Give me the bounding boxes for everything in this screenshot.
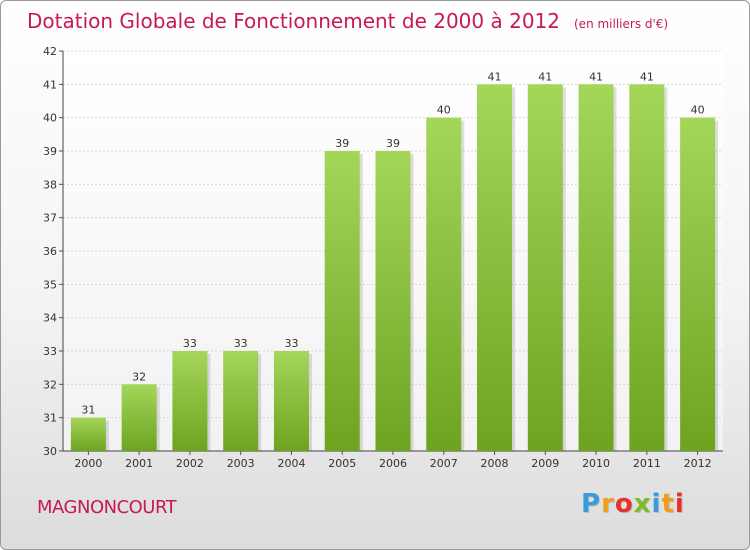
logo-letter: i: [651, 489, 662, 519]
bar-value-label: 33: [183, 337, 197, 350]
bar: [324, 151, 360, 451]
bar: [375, 151, 411, 451]
x-tick-label: 2008: [481, 457, 509, 470]
x-tick-label: 2004: [277, 457, 305, 470]
bar: [629, 84, 665, 451]
bar-value-label: 39: [335, 137, 349, 150]
x-tick-label: 2003: [227, 457, 255, 470]
logo-letter: t: [661, 489, 675, 519]
chart-title: Dotation Globale de Fonctionnement de 20…: [27, 9, 560, 33]
x-tick-label: 2006: [379, 457, 407, 470]
bar-value-label: 33: [234, 337, 248, 350]
bar: [680, 117, 716, 452]
y-tick-label: 37: [43, 212, 57, 225]
chart-unit: (en milliers d'€): [574, 17, 669, 31]
bar: [527, 84, 563, 451]
bar-value-label: 31: [81, 404, 95, 417]
proxiti-logo: Proxiti: [581, 489, 685, 519]
bar-value-label: 41: [640, 70, 654, 83]
y-tick-label: 31: [43, 412, 57, 425]
bar-value-label: 40: [437, 104, 451, 117]
x-tick-label: 2009: [531, 457, 559, 470]
x-tick-label: 2007: [430, 457, 458, 470]
commune-name: MAGNONCOURT: [37, 497, 177, 518]
x-tick-label: 2012: [684, 457, 712, 470]
bar-value-label: 41: [589, 70, 603, 83]
x-tick-label: 2010: [582, 457, 610, 470]
y-tick-label: 35: [43, 278, 57, 291]
y-tick-label: 36: [43, 245, 57, 258]
x-tick-label: 2001: [125, 457, 153, 470]
bar: [70, 417, 106, 451]
bar: [273, 351, 309, 451]
x-tick-label: 2005: [328, 457, 356, 470]
bar-value-label: 33: [284, 337, 298, 350]
bar: [477, 84, 513, 451]
bar-value-label: 40: [691, 104, 705, 117]
x-tick-label: 2002: [176, 457, 204, 470]
logo-letter: o: [614, 489, 634, 519]
y-tick-label: 34: [43, 312, 57, 325]
y-tick-label: 40: [43, 112, 57, 125]
logo-letter: i: [674, 489, 685, 519]
y-tick-label: 33: [43, 345, 57, 358]
y-tick-label: 41: [43, 78, 57, 91]
bar-value-label: 41: [488, 70, 502, 83]
y-tick-label: 38: [43, 178, 57, 191]
chart-title-block: Dotation Globale de Fonctionnement de 20…: [27, 9, 668, 33]
x-tick-label: 2011: [633, 457, 661, 470]
logo-letter: x: [633, 489, 652, 519]
y-tick-label: 39: [43, 145, 57, 158]
bar: [121, 384, 157, 451]
bar-value-label: 32: [132, 370, 146, 383]
x-tick-label: 2000: [74, 457, 102, 470]
bar-value-label: 41: [538, 70, 552, 83]
bar: [426, 117, 462, 452]
y-tick-label: 42: [43, 45, 57, 58]
y-tick-label: 30: [43, 445, 57, 458]
y-tick-label: 32: [43, 378, 57, 391]
bar: [578, 84, 614, 451]
logo-letter: P: [581, 489, 602, 519]
logo-letter: r: [601, 489, 615, 519]
bar: [172, 351, 208, 451]
bar-value-label: 39: [386, 137, 400, 150]
bar: [223, 351, 259, 451]
plot-area: 30 31 32 33 34 35 36 37 38 39 40 41 42 31 2000 32 2001 33…: [43, 45, 723, 470]
